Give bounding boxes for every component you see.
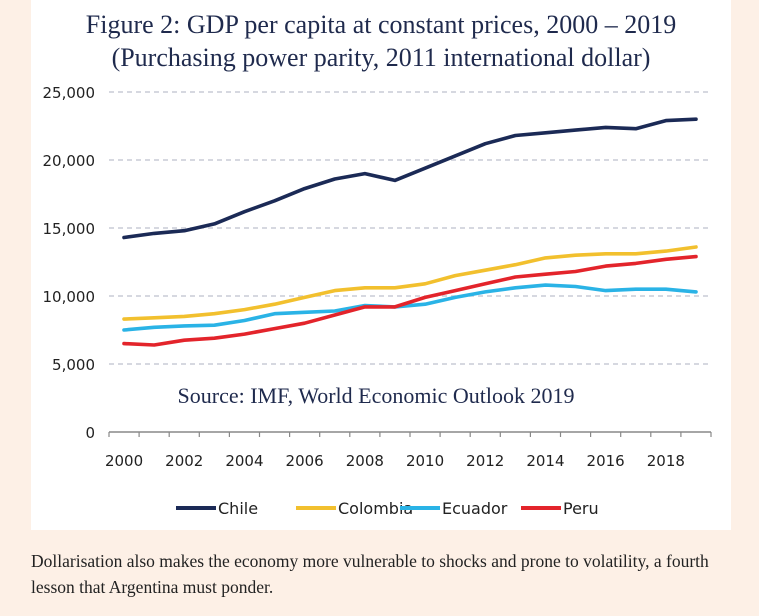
- legend-label-chile: Chile: [218, 499, 258, 518]
- x-tick-label: 2004: [225, 452, 263, 470]
- x-tick-label: 2008: [346, 452, 384, 470]
- y-tick-label: 25,000: [43, 84, 96, 102]
- x-tick-label: 2006: [286, 452, 324, 470]
- series-line-colombia: [122, 245, 698, 321]
- line-chart: 0 5,000 10,000 15,000 20,000 25,000 2000 2002 20…: [43, 84, 712, 518]
- series-line-chile: [122, 117, 698, 240]
- series-line-peru: [122, 254, 698, 347]
- legend-label-ecuador: Ecuador: [442, 499, 508, 518]
- x-tick-label: 2014: [526, 452, 564, 470]
- source-annotation: Source: IMF, World Economic Outlook 2019: [178, 383, 575, 408]
- article-caption: Dollarisation also makes the economy mor…: [31, 551, 709, 597]
- y-tick-label: 0: [85, 424, 95, 442]
- series-line-ecuador: [122, 283, 698, 332]
- x-tick-label: 2002: [165, 452, 203, 470]
- figure-title-line2: (Purchasing power parity, 2011 internati…: [111, 43, 651, 72]
- legend-label-colombia: Colombia: [338, 499, 413, 518]
- figure-title-line1: Figure 2: GDP per capita at constant pri…: [85, 10, 677, 39]
- y-tick-label: 20,000: [43, 152, 96, 170]
- figure-title: Figure 2: GDP per capita at constant pri…: [31, 8, 731, 74]
- x-tick-label: 2012: [466, 452, 504, 470]
- x-tick-label: 2000: [105, 452, 143, 470]
- y-tick-label: 15,000: [43, 220, 96, 238]
- figure-panel: Figure 2: GDP per capita at constant pri…: [31, 0, 731, 530]
- x-tick-label: 2018: [647, 452, 685, 470]
- x-tick-label: 2010: [406, 452, 444, 470]
- legend-label-peru: Peru: [563, 499, 599, 518]
- x-tick-label: 2016: [587, 452, 625, 470]
- y-tick-label: 5,000: [52, 356, 95, 374]
- y-tick-label: 10,000: [43, 288, 96, 306]
